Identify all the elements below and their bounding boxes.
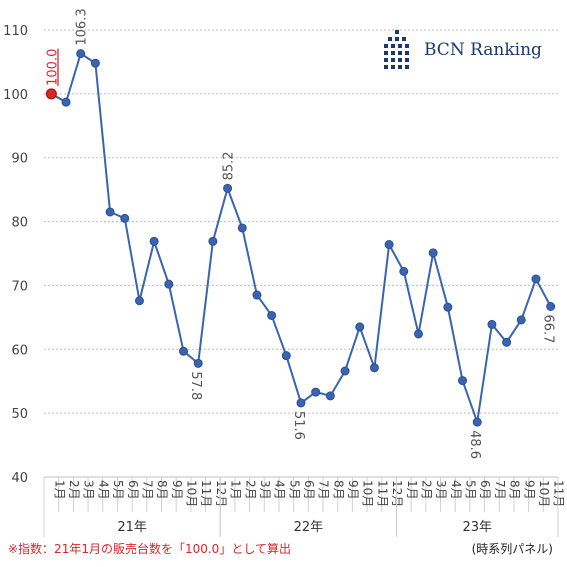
x-tick-label: 9月	[522, 480, 536, 500]
bcn-logo-text: BCN Ranking	[424, 40, 542, 60]
x-tick-label: 6月	[126, 480, 140, 500]
data-point	[120, 213, 130, 223]
x-tick-label: 1月	[405, 480, 419, 500]
y-tick-label: 40	[11, 471, 28, 486]
data-point	[252, 290, 262, 300]
data-point	[193, 358, 203, 368]
x-tick-label: 3月	[258, 480, 272, 500]
y-tick-label: 90	[11, 152, 28, 167]
data-point	[179, 346, 189, 356]
x-tick-label: 3月	[434, 480, 448, 500]
data-point	[413, 329, 423, 339]
data-point	[311, 387, 321, 397]
data-label: 100.0	[45, 49, 60, 86]
data-label: 66.7	[541, 315, 556, 344]
x-tick-label: 6月	[478, 480, 492, 500]
data-point	[281, 351, 291, 361]
y-tick-label: 80	[11, 216, 28, 231]
y-tick-label: 60	[11, 343, 28, 358]
x-tick-label: 3月	[82, 480, 96, 500]
data-point	[384, 240, 394, 250]
panel-note: (時系列パネル)	[471, 542, 553, 556]
data-point	[267, 310, 277, 320]
data-point	[105, 207, 115, 217]
x-tick-label: 11月	[375, 480, 389, 507]
x-tick-label: 8月	[155, 480, 169, 500]
data-point	[531, 274, 541, 284]
data-label: 48.6	[467, 430, 482, 459]
x-tick-label: 4月	[449, 480, 463, 500]
x-tick-label: 10月	[361, 480, 375, 507]
data-point	[223, 183, 233, 193]
data-point	[516, 315, 526, 325]
x-tick-label: 2月	[67, 480, 81, 500]
y-tick-label: 110	[3, 24, 28, 39]
data-point	[237, 223, 247, 233]
x-tick-label: 12月	[214, 480, 228, 507]
x-tick-label: 2月	[419, 480, 433, 500]
index-footnote: ※指数：21年1月の販売台数を「100.0」として算出	[8, 542, 291, 556]
data-point	[76, 49, 86, 59]
x-tick-label: 5月	[111, 480, 125, 500]
data-point	[369, 363, 379, 373]
x-tick-label: 1月	[229, 480, 243, 500]
x-tick-label: 4月	[273, 480, 287, 500]
x-tick-label: 5月	[287, 480, 301, 500]
data-point	[458, 376, 468, 386]
year-label: 22年	[294, 520, 324, 535]
bcn-logo-icon	[384, 30, 409, 69]
data-label: 51.6	[291, 411, 306, 440]
y-tick-label: 70	[11, 279, 28, 294]
data-point	[443, 302, 453, 312]
bcn-logo: BCN Ranking	[384, 30, 542, 70]
data-label: 85.2	[222, 151, 237, 180]
data-label: 106.3	[75, 8, 90, 45]
data-point	[208, 236, 218, 246]
data-point	[546, 302, 556, 312]
data-point	[472, 417, 482, 427]
x-tick-label: 8月	[508, 480, 522, 500]
data-point	[149, 236, 159, 246]
data-point	[340, 366, 350, 376]
x-tick-label: 2月	[243, 480, 257, 500]
data-point	[90, 58, 100, 68]
data-point	[134, 296, 144, 306]
data-point	[399, 266, 409, 276]
data-point	[355, 322, 365, 332]
data-point	[61, 97, 71, 107]
x-tick-label: 7月	[317, 480, 331, 500]
data-point	[428, 248, 438, 258]
data-point	[325, 391, 335, 401]
x-tick-label: 9月	[170, 480, 184, 500]
x-tick-label: 12月	[390, 480, 404, 507]
y-tick-label: 50	[11, 407, 28, 422]
x-tick-label: 9月	[346, 480, 360, 500]
x-tick-label: 7月	[493, 480, 507, 500]
x-tick-label: 6月	[302, 480, 316, 500]
x-tick-label: 4月	[96, 480, 110, 500]
data-point	[487, 319, 497, 329]
data-point	[296, 398, 306, 408]
data-point	[502, 337, 512, 347]
series-line	[50, 52, 552, 423]
x-tick-label: 8月	[331, 480, 345, 500]
x-tick-label: 10月	[537, 480, 551, 507]
x-tick-label: 7月	[140, 480, 154, 500]
x-tick-label: 1月	[52, 480, 66, 500]
x-tick-label: 11月	[199, 480, 213, 507]
year-label: 21年	[117, 520, 147, 535]
data-point	[164, 279, 174, 289]
x-tick-label: 11月	[552, 480, 566, 507]
y-tick-label: 100	[3, 88, 28, 103]
year-label: 23年	[462, 520, 492, 535]
x-tick-label: 10月	[185, 480, 199, 507]
data-point	[45, 88, 57, 100]
data-label: 57.8	[188, 371, 203, 400]
x-tick-label: 5月	[464, 480, 478, 500]
